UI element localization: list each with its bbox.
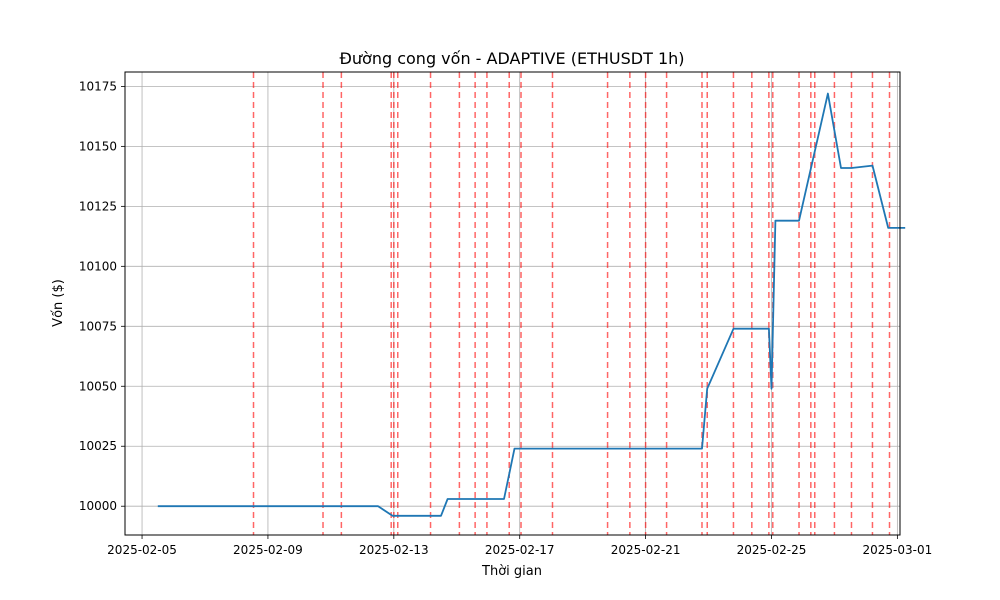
- equity-point: [798, 220, 800, 222]
- equity-series: [157, 92, 906, 517]
- equity-point: [706, 388, 708, 390]
- equity-point: [768, 328, 770, 330]
- y-tick-label: 10000: [79, 499, 117, 513]
- trade-markers: [252, 72, 891, 535]
- equity-point: [840, 167, 842, 169]
- equity-point: [392, 515, 394, 517]
- x-axis-label: Thời gian: [481, 564, 542, 579]
- axis-ticks: 2025-02-05 2025-02-09 2025-02-13 2025-02-17…: [79, 79, 932, 557]
- equity-line: [157, 92, 906, 517]
- x-tick-label: 2025-02-13: [359, 543, 429, 557]
- y-tick-label: 10075: [79, 319, 117, 333]
- equity-point: [394, 515, 396, 517]
- equity-point: [871, 165, 873, 167]
- y-tick-label: 10100: [79, 259, 117, 273]
- x-tick-label: 2025-03-01: [863, 543, 933, 557]
- equity-point: [513, 448, 515, 450]
- y-axis-label: Vốn ($): [51, 279, 66, 327]
- equity-point: [503, 498, 505, 500]
- y-tick-label: 10150: [79, 139, 117, 153]
- equity-point: [377, 505, 379, 507]
- y-tick-label: 10125: [79, 199, 117, 213]
- x-tick-label: 2025-02-05: [107, 543, 177, 557]
- plot-frame: [124, 71, 901, 536]
- equity-point: [904, 227, 906, 229]
- equity-point: [157, 505, 159, 507]
- equity-point: [774, 220, 776, 222]
- equity-point: [887, 227, 889, 229]
- equity-point: [447, 498, 449, 500]
- equity-point: [850, 167, 852, 169]
- y-tick-label: 10025: [79, 439, 117, 453]
- y-tick-label: 10050: [79, 379, 117, 393]
- equity-point: [770, 388, 772, 390]
- y-tick-label: 10175: [79, 79, 117, 93]
- x-tick-label: 2025-02-21: [611, 543, 681, 557]
- x-tick-label: 2025-02-09: [233, 543, 303, 557]
- equity-point: [701, 448, 703, 450]
- equity-point: [732, 328, 734, 330]
- x-tick-label: 2025-02-17: [485, 543, 555, 557]
- chart-title: Đường cong vốn - ADAPTIVE (ETHUSDT 1h): [340, 49, 685, 68]
- equity-point: [440, 515, 442, 517]
- x-tick-label: 2025-02-25: [737, 543, 807, 557]
- equity-point: [827, 93, 829, 95]
